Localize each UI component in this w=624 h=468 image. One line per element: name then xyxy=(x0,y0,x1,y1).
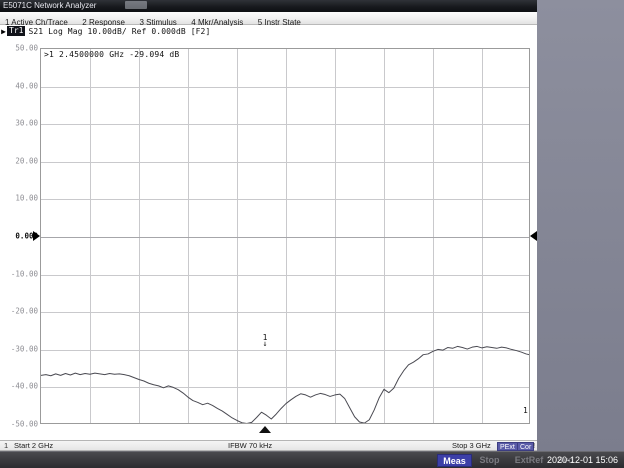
status-stop-freq[interactable]: Stop 3 GHz xyxy=(452,441,491,450)
y-tick-10: 10.00 xyxy=(15,193,38,203)
y-tick-m20: -20.00 xyxy=(10,306,38,316)
ref-arrow-right-icon xyxy=(530,231,537,241)
gridline-h-4 xyxy=(41,199,529,201)
marker-1-pointer: ↓ xyxy=(262,339,268,348)
y-tick-m10: -10.00 xyxy=(10,269,38,279)
gridline-h-ref xyxy=(41,237,529,238)
y-tick-m40: -40.00 xyxy=(10,381,38,391)
status-badge-cor[interactable]: Cor xyxy=(517,442,535,451)
status-svc-indicator[interactable]: Svc xyxy=(556,455,573,465)
gridline-v-3 xyxy=(188,49,189,423)
window-titlebar: E5071C Network Analyzer xyxy=(0,0,624,12)
gridline-h-6 xyxy=(41,274,529,276)
system-status-bar: Meas Stop ExtRef Svc 2020-12-01 15:06 xyxy=(0,451,624,468)
edge-marker-label: 1 xyxy=(523,406,528,415)
menu-instr-state[interactable]: 5 Instr State xyxy=(257,18,301,27)
gridline-h-3 xyxy=(41,161,529,163)
gridline-v-7 xyxy=(384,49,385,423)
marker-1-label: 1 xyxy=(262,333,268,342)
softkey-panel: Measurement S21 ▲ S11S21S31S41S12S22S32S… xyxy=(537,0,624,451)
gridline-h-1 xyxy=(41,86,529,88)
trace-format-text: S21 Log Mag 10.00dB/ Ref 0.000dB [F2] xyxy=(28,27,211,36)
gridline-h-2 xyxy=(41,124,529,126)
gridline-v-8 xyxy=(433,49,434,423)
gridline-h-8 xyxy=(41,349,529,351)
window-title: E5071C Network Analyzer xyxy=(3,1,97,10)
trace-plot[interactable] xyxy=(40,48,530,424)
ref-arrow-left-icon xyxy=(33,231,40,241)
gridline-v-2 xyxy=(139,49,140,423)
menubar: 1 Active Ch/Trace 2 Response 3 Stimulus … xyxy=(0,12,624,27)
gridline-v-6 xyxy=(335,49,336,423)
menu-stimulus[interactable]: 3 Stimulus xyxy=(139,18,177,27)
titlebar-highlight xyxy=(125,1,147,9)
y-tick-40: 40.00 xyxy=(15,81,38,91)
y-axis-labels: 50.00 40.00 30.00 20.00 10.00 0.000 -10.… xyxy=(0,38,40,436)
menu-mkr-analysis[interactable]: 4 Mkr/Analysis xyxy=(191,18,244,27)
marker-readout: >1 2.4500000 GHz -29.094 dB xyxy=(44,50,180,59)
s21-trace-line xyxy=(41,345,529,423)
graph-area: 50.00 40.00 30.00 20.00 10.00 0.000 -10.… xyxy=(0,38,537,436)
marker-1-flag[interactable]: 1 ↓ xyxy=(258,333,272,348)
trace-header[interactable]: ▶ Tr1 S21 Log Mag 10.00dB/ Ref 0.000dB [F2… xyxy=(0,26,537,38)
status-stop-indicator[interactable]: Stop xyxy=(479,455,500,465)
gridline-h-9 xyxy=(41,387,529,389)
status-extref-indicator[interactable]: ExtRef xyxy=(514,455,544,465)
stimulus-status-bar: 1 Start 2 GHz IFBW 70 kHz Stop 3 GHz PEx… xyxy=(0,440,537,451)
y-tick-20: 20.00 xyxy=(15,156,38,166)
gridline-v-5 xyxy=(286,49,287,423)
trace-number-badge[interactable]: Tr1 xyxy=(7,26,26,36)
status-badge-pext[interactable]: PExt xyxy=(497,442,518,451)
marker-x-pointer-icon[interactable] xyxy=(259,426,271,433)
trace-active-arrow-icon: ▶ xyxy=(1,27,6,36)
y-tick-50: 50.00 xyxy=(15,43,38,53)
status-warning-icon: ! xyxy=(533,441,536,450)
y-tick-m30: -30.00 xyxy=(10,344,38,354)
status-ifbw[interactable]: IFBW 70 kHz xyxy=(228,441,273,450)
gridline-v-1 xyxy=(90,49,91,423)
y-tick-30: 30.00 xyxy=(15,118,38,128)
y-tick-ref-0: 0.000 xyxy=(15,231,38,241)
status-start-freq[interactable]: Start 2 GHz xyxy=(14,441,54,450)
gridline-h-7 xyxy=(41,312,529,314)
y-tick-m50: -50.00 xyxy=(10,419,38,429)
menu-active-ch-trace[interactable]: 1 Active Ch/Trace xyxy=(5,18,68,27)
gridline-v-4 xyxy=(237,49,238,423)
status-channel-number: 1 xyxy=(4,441,9,450)
status-meas-indicator[interactable]: Meas xyxy=(437,454,472,467)
gridline-v-9 xyxy=(482,49,483,423)
system-clock: 2020-12-01 15:06 xyxy=(546,455,618,465)
menu-response[interactable]: 2 Response xyxy=(82,18,125,27)
